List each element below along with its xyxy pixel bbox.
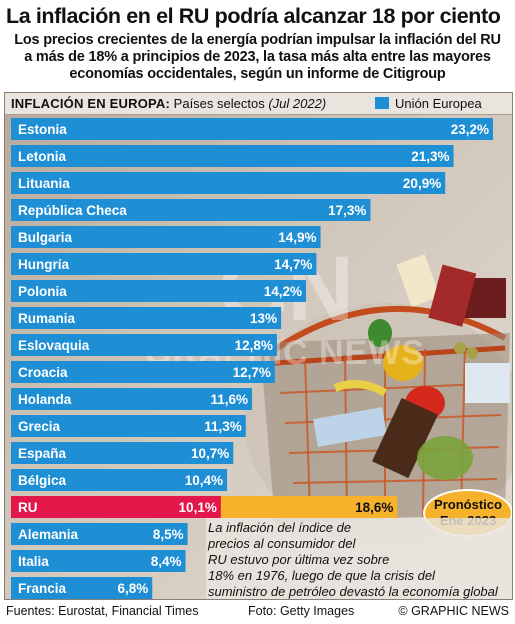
forecast-label-line: Pronóstico — [434, 497, 502, 512]
category-label: Bulgaria — [18, 230, 73, 245]
category-label: Letonia — [18, 149, 66, 164]
chart-heading-strong: INFLACIÓN EN EUROPA: — [11, 96, 171, 111]
legend-swatch — [375, 97, 389, 109]
category-label: Eslovaquia — [18, 338, 90, 353]
photo-credit: Foto: Getty Images — [248, 604, 355, 618]
chart-heading-normal: Países selectos — [173, 96, 265, 111]
bar-chart: Estonia 23,2% Letonia 21,3% Lituania 20,9% Rep… — [11, 118, 493, 599]
category-label: Italia — [18, 554, 49, 569]
subtitle-line: economías occidentales, según un informe… — [69, 66, 446, 82]
bar — [11, 172, 446, 194]
bar — [11, 577, 153, 599]
bar — [11, 442, 234, 464]
value-label: 14,2% — [264, 284, 302, 299]
category-label: Francia — [18, 581, 67, 596]
value-label: 20,9% — [403, 176, 441, 191]
bar — [11, 145, 454, 167]
page-title: La inflación en el RU podría alcanzar 18… — [6, 4, 501, 28]
bar — [11, 226, 321, 248]
category-label: RU — [18, 500, 38, 515]
value-label: 11,6% — [210, 392, 248, 407]
value-label: 11,3% — [204, 419, 242, 434]
bar — [11, 388, 252, 410]
legend-label: Unión Europea — [395, 96, 482, 111]
panel-header: INFLACIÓN EN EUROPA: Países selectos (Ju… — [5, 93, 512, 115]
bar — [11, 118, 493, 140]
annotation-line: 18% en 1976, luego de que la crisis del — [208, 568, 435, 583]
footer: Fuentes: Eurostat, Financial Times Foto:… — [4, 600, 511, 622]
chart-panel: GN GRAPHIC NEWS INFLACIÓN EN EUROPA: Paí… — [4, 92, 513, 600]
category-label: Lituania — [18, 176, 70, 191]
bar — [11, 253, 317, 275]
bar — [11, 550, 186, 572]
category-label: Bélgica — [18, 473, 67, 488]
category-label: Alemania — [18, 527, 79, 542]
value-label: 8,5% — [153, 527, 184, 542]
shopping-basket-photo — [245, 254, 512, 543]
chart-heading-date: (Jul 2022) — [268, 96, 327, 111]
subtitle-line: Los precios crecientes de la energía pod… — [14, 32, 501, 48]
bar — [11, 523, 188, 545]
category-label: Estonia — [18, 122, 67, 137]
legend: Unión Europea — [375, 96, 482, 111]
bar — [11, 334, 277, 356]
annotation-line: precios al consumidor del — [208, 536, 356, 551]
forecast-value-label: 18,6% — [355, 500, 393, 515]
bar — [11, 361, 275, 383]
value-label: 10,7% — [191, 446, 229, 461]
category-label: España — [18, 446, 67, 461]
value-label: 17,3% — [328, 203, 366, 218]
value-label: 12,7% — [233, 365, 271, 380]
value-label: 6,8% — [117, 581, 148, 596]
value-label: 8,4% — [151, 554, 182, 569]
annotation-line: suministro de petróleo devastó la econom… — [208, 584, 498, 599]
category-label: Rumania — [18, 311, 76, 326]
sources: Fuentes: Eurostat, Financial Times — [6, 604, 199, 618]
category-label: República Checa — [18, 203, 127, 218]
annotation-line: RU estuvo por última vez sobre — [208, 552, 390, 567]
annotation: La inflación del índice de precios al co… — [206, 518, 512, 599]
value-label: 10,4% — [185, 473, 223, 488]
bar — [11, 307, 282, 329]
annotation-line: La inflación del índice de — [208, 520, 352, 535]
value-label: 13% — [250, 311, 277, 326]
subtitle: Los precios crecientes de la energía pod… — [2, 32, 513, 83]
chart-heading: INFLACIÓN EN EUROPA: Países selectos (Ju… — [11, 96, 326, 111]
subtitle-line: a más de 18% a principios de 2023, la ta… — [24, 49, 491, 65]
bar — [11, 469, 228, 491]
value-label: 23,2% — [451, 122, 489, 137]
value-label: 14,9% — [278, 230, 316, 245]
category-label: Hungría — [18, 257, 69, 272]
bar — [11, 199, 371, 221]
category-label: Grecia — [18, 419, 61, 434]
bar — [11, 415, 246, 437]
bar — [11, 496, 221, 518]
value-label: 10,1% — [179, 500, 217, 515]
value-label: 12,8% — [235, 338, 273, 353]
copyright: © GRAPHIC NEWS — [398, 604, 509, 618]
bar — [11, 280, 307, 302]
value-label: 21,3% — [411, 149, 449, 164]
value-label: 14,7% — [274, 257, 312, 272]
category-label: Croacia — [18, 365, 68, 380]
category-label: Holanda — [18, 392, 72, 407]
category-label: Polonia — [18, 284, 67, 299]
